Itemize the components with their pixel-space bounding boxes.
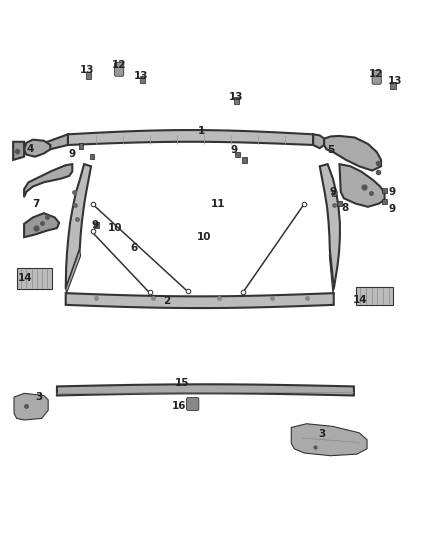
Polygon shape [320,164,340,289]
Bar [242,157,247,163]
Polygon shape [66,293,334,308]
Text: 1: 1 [198,126,205,135]
Text: 2: 2 [163,296,170,306]
Bar [94,222,99,228]
Polygon shape [13,142,24,160]
Polygon shape [329,249,334,293]
Polygon shape [24,164,72,197]
Text: 11: 11 [211,199,226,208]
Text: 9: 9 [92,220,99,230]
Polygon shape [66,249,81,293]
Text: 13: 13 [228,92,243,102]
Bar [391,82,396,88]
Text: 10: 10 [196,232,211,242]
Text: 9: 9 [69,149,76,158]
Text: 12: 12 [368,69,383,78]
Text: 12: 12 [112,60,127,70]
Text: 4: 4 [26,144,33,154]
Polygon shape [291,424,367,456]
Polygon shape [339,164,385,207]
Bar [235,152,240,157]
Bar [234,96,240,103]
Text: 13: 13 [79,66,94,75]
Text: 13: 13 [388,76,403,86]
Bar [139,76,145,83]
Text: 9: 9 [389,204,396,214]
Polygon shape [57,384,354,395]
Text: 9: 9 [329,187,336,197]
FancyBboxPatch shape [187,398,199,410]
Text: 9: 9 [389,187,396,197]
Text: 5: 5 [327,146,334,155]
Text: 14: 14 [353,295,367,304]
Text: 3: 3 [36,392,43,402]
Text: 16: 16 [171,401,186,411]
Polygon shape [44,134,68,149]
Polygon shape [356,287,393,305]
Text: 7: 7 [32,199,39,208]
Text: 3: 3 [318,430,325,439]
Bar [90,154,94,159]
Text: 10: 10 [107,223,122,233]
Text: 15: 15 [174,378,189,387]
Bar [79,143,83,149]
Bar [382,188,387,193]
Polygon shape [24,213,59,237]
Text: 13: 13 [134,71,148,80]
Polygon shape [17,268,52,289]
Text: 6: 6 [130,243,137,253]
Bar [337,201,342,206]
Polygon shape [313,134,324,148]
Polygon shape [14,393,48,420]
Bar [332,190,336,196]
Text: 9: 9 [231,146,238,155]
Text: 14: 14 [18,273,33,283]
Polygon shape [68,130,313,145]
FancyBboxPatch shape [372,70,381,84]
Polygon shape [24,140,50,157]
Text: 8: 8 [342,203,349,213]
Polygon shape [324,136,381,171]
Bar [86,72,92,79]
Polygon shape [66,164,91,289]
Bar [382,199,387,204]
FancyBboxPatch shape [115,62,124,76]
